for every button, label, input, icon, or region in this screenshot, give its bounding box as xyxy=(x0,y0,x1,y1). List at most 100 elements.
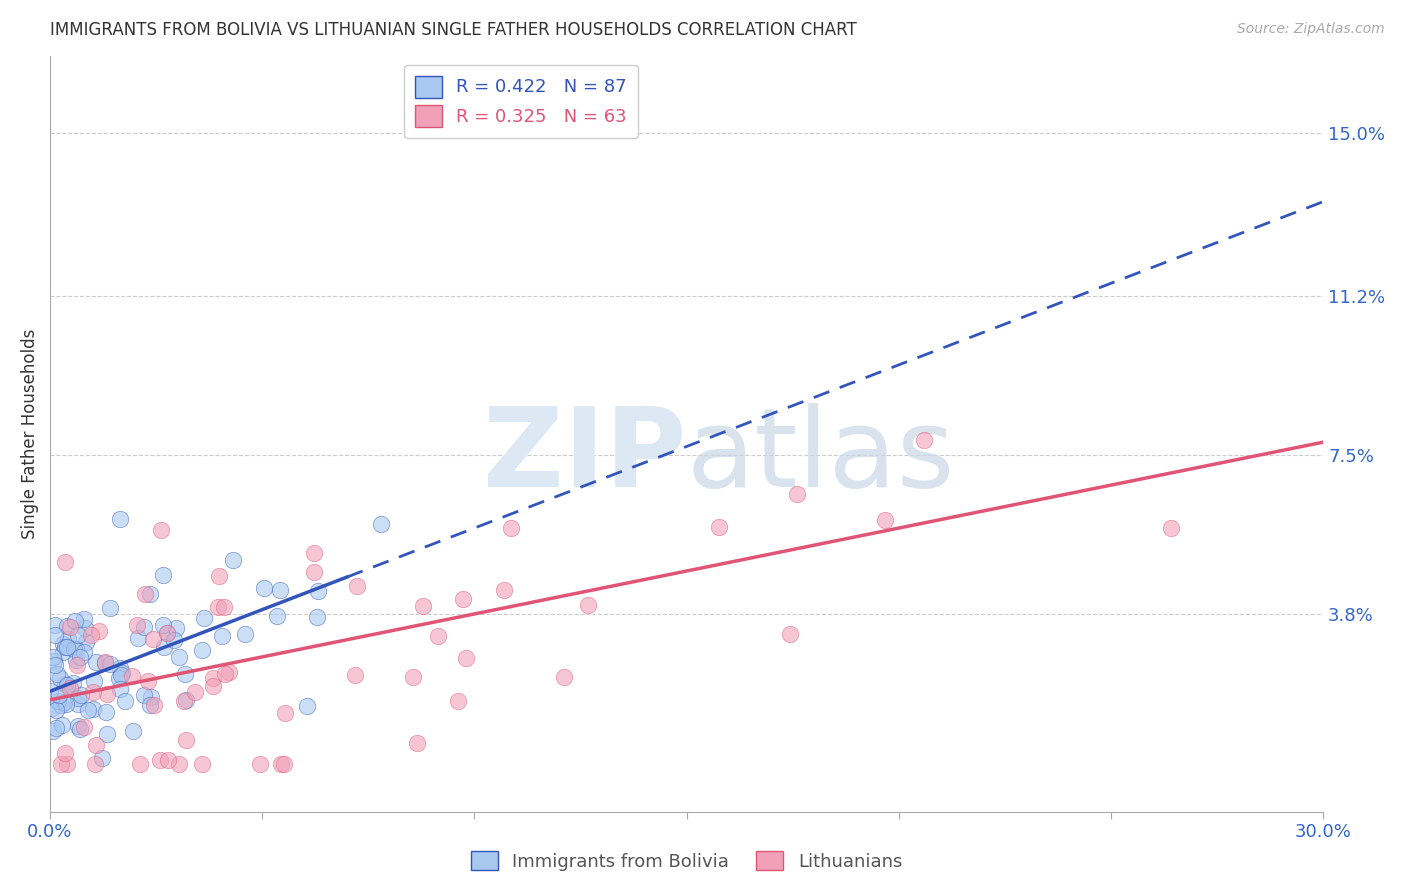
Point xyxy=(214,667,236,681)
Text: atlas: atlas xyxy=(686,403,955,509)
Point xyxy=(55,677,77,691)
Point xyxy=(576,599,599,613)
Point xyxy=(67,628,90,642)
Point xyxy=(274,706,297,720)
Point xyxy=(167,650,190,665)
Point xyxy=(233,627,256,641)
Point xyxy=(53,555,76,569)
Point xyxy=(207,599,229,614)
Point xyxy=(451,592,474,607)
Point xyxy=(100,657,122,671)
Point xyxy=(69,650,91,665)
Point xyxy=(156,753,179,767)
Point xyxy=(111,665,134,680)
Text: Source: ZipAtlas.com: Source: ZipAtlas.com xyxy=(1237,22,1385,37)
Point xyxy=(169,757,191,772)
Point xyxy=(83,674,105,689)
Point xyxy=(44,618,66,632)
Point xyxy=(269,583,291,598)
Point xyxy=(138,698,160,713)
Point xyxy=(150,523,173,537)
Point xyxy=(56,619,79,633)
Point xyxy=(73,621,96,635)
Point xyxy=(98,601,121,615)
Point xyxy=(46,693,69,707)
Point xyxy=(132,688,155,702)
Point xyxy=(873,513,896,527)
Point xyxy=(108,682,131,697)
Point xyxy=(346,579,368,593)
Point xyxy=(143,698,166,712)
Point xyxy=(41,723,63,738)
Point xyxy=(370,517,392,532)
Point xyxy=(53,747,76,761)
Text: ZIP: ZIP xyxy=(484,403,686,509)
Point xyxy=(107,671,129,685)
Point xyxy=(114,693,136,707)
Point xyxy=(402,670,425,684)
Point xyxy=(208,569,231,583)
Point xyxy=(127,631,149,645)
Point xyxy=(211,629,233,643)
Point xyxy=(499,521,522,535)
Point xyxy=(94,656,117,670)
Point xyxy=(72,612,94,626)
Point xyxy=(456,651,478,665)
Text: IMMIGRANTS FROM BOLIVIA VS LITHUANIAN SINGLE FATHER HOUSEHOLDS CORRELATION CHART: IMMIGRANTS FROM BOLIVIA VS LITHUANIAN SI… xyxy=(51,21,856,39)
Point xyxy=(191,642,214,657)
Point xyxy=(202,671,225,685)
Point xyxy=(153,640,176,655)
Point xyxy=(173,694,195,708)
Point xyxy=(80,628,103,642)
Point xyxy=(152,618,174,632)
Point xyxy=(56,640,79,655)
Point xyxy=(75,634,97,648)
Point xyxy=(76,703,98,717)
Point xyxy=(87,624,110,639)
Point xyxy=(73,644,96,658)
Point xyxy=(156,626,179,640)
Point xyxy=(222,553,245,567)
Point xyxy=(42,649,65,664)
Point xyxy=(86,738,108,752)
Point xyxy=(129,757,152,772)
Point xyxy=(174,733,197,747)
Point xyxy=(193,610,215,624)
Point xyxy=(163,633,186,648)
Point xyxy=(53,640,76,654)
Point xyxy=(53,695,76,709)
Point xyxy=(212,600,235,615)
Point xyxy=(302,546,325,560)
Y-axis label: Single Father Households: Single Father Households xyxy=(21,328,39,539)
Point xyxy=(62,676,84,690)
Point xyxy=(49,757,72,772)
Point xyxy=(56,632,79,647)
Point xyxy=(273,757,295,772)
Point xyxy=(218,665,240,679)
Point xyxy=(152,567,174,582)
Point xyxy=(253,582,276,596)
Point xyxy=(73,720,96,734)
Point xyxy=(86,656,108,670)
Point xyxy=(305,610,328,624)
Point xyxy=(45,721,67,735)
Point xyxy=(110,668,132,682)
Point xyxy=(249,757,271,772)
Point xyxy=(39,683,62,698)
Point xyxy=(201,679,224,693)
Point xyxy=(912,433,935,447)
Point xyxy=(553,670,575,684)
Point xyxy=(41,700,63,714)
Point xyxy=(108,512,131,526)
Point xyxy=(51,717,73,731)
Point xyxy=(94,656,117,670)
Point xyxy=(96,726,118,740)
Point xyxy=(63,614,86,628)
Point xyxy=(132,620,155,634)
Point xyxy=(55,678,77,692)
Point xyxy=(108,661,131,675)
Point xyxy=(63,641,86,656)
Point xyxy=(55,697,77,711)
Point xyxy=(270,757,292,772)
Point xyxy=(122,724,145,739)
